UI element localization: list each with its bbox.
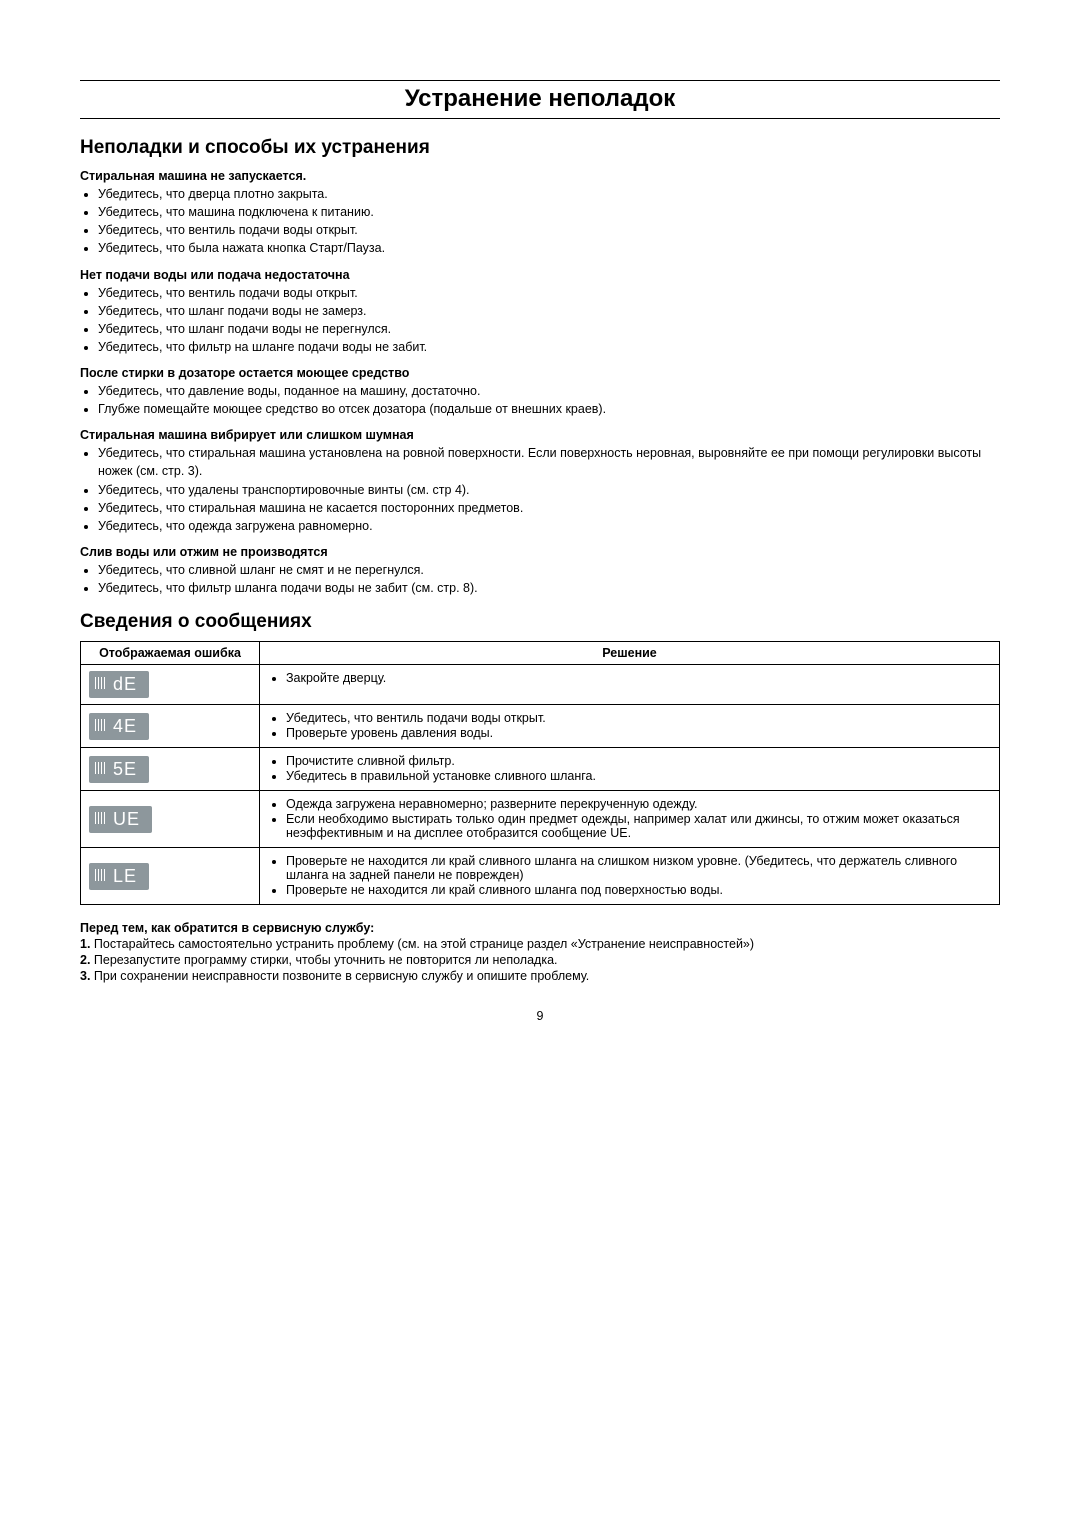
section-heading-troubleshoot: Неполадки и способы их устранения [80,137,1000,159]
solution-item: Закройте дверцу. [286,671,991,685]
trouble-item: Убедитесь, что машина подключена к питан… [98,203,1000,221]
col-solution: Решение [260,642,1000,665]
error-code-cell: 5E [81,748,260,791]
trouble-heading: После стирки в дозаторе остается моющее … [80,366,1000,380]
solution-item: Убедитесь, что вентиль подачи воды откры… [286,711,991,725]
trouble-heading: Нет подачи воды или подача недостаточна [80,268,1000,282]
trouble-item: Убедитесь, что вентиль подачи воды откры… [98,284,1000,302]
error-table: Отображаемая ошибка Решение dE Закройте д… [80,641,1000,905]
lcd-display-icon: LE [89,863,149,890]
trouble-item: Убедитесь, что фильтр шланга подачи воды… [98,579,1000,597]
trouble-item: Убедитесь, что вентиль подачи воды откры… [98,221,1000,239]
trouble-items: Убедитесь, что дверца плотно закрыта.Убе… [80,185,1000,258]
error-code-cell: 4E [81,705,260,748]
before-service-heading: Перед тем, как обратится в сервисную слу… [80,921,1000,935]
solution-cell: Одежда загружена неравномерно; развернит… [260,791,1000,848]
trouble-items: Убедитесь, что сливной шланг не смят и н… [80,561,1000,597]
trouble-item: Убедитесь, что дверца плотно закрыта. [98,185,1000,203]
trouble-item: Убедитесь, что была нажата кнопка Старт/… [98,239,1000,257]
error-code-cell: dE [81,665,260,705]
solution-item: Одежда загружена неравномерно; развернит… [286,797,991,811]
trouble-item: Убедитесь, что фильтр на шланге подачи в… [98,338,1000,356]
solution-item: Прочистите сливной фильтр. [286,754,991,768]
service-step: 3. При сохранении неисправности позвонит… [80,969,1000,983]
title-bar: Устранение неполадок [80,80,1000,119]
lcd-display-icon: 5E [89,756,149,783]
trouble-items: Убедитесь, что стиральная машина установ… [80,444,1000,535]
solution-item: Проверьте не находится ли край сливного … [286,883,991,897]
table-row: 4E Убедитесь, что вентиль подачи воды отк… [81,705,1000,748]
table-row: UE Одежда загружена неравномерно; разверн… [81,791,1000,848]
trouble-item: Убедитесь, что давление воды, поданное н… [98,382,1000,400]
service-step: 2. Перезапустите программу стирки, чтобы… [80,953,1000,967]
table-row: LE Проверьте не находится ли край сливног… [81,848,1000,905]
col-error: Отображаемая ошибка [81,642,260,665]
solution-cell: Закройте дверцу. [260,665,1000,705]
table-row: dE Закройте дверцу. [81,665,1000,705]
solution-item: Проверьте не находится ли край сливного … [286,854,991,882]
trouble-heading: Стиральная машина не запускается. [80,169,1000,183]
solution-cell: Прочистите сливной фильтр.Убедитесь в пр… [260,748,1000,791]
trouble-item: Убедитесь, что удалены транспортировочны… [98,481,1000,499]
table-row: 5E Прочистите сливной фильтр.Убедитесь в … [81,748,1000,791]
trouble-items: Убедитесь, что давление воды, поданное н… [80,382,1000,418]
page-title: Устранение неполадок [80,85,1000,113]
trouble-item: Убедитесь, что сливной шланг не смят и н… [98,561,1000,579]
solution-item: Если необходимо выстирать только один пр… [286,812,991,840]
solution-item: Проверьте уровень давления воды. [286,726,991,740]
before-service-block: Перед тем, как обратится в сервисную слу… [80,921,1000,983]
trouble-item: Убедитесь, что шланг подачи воды не заме… [98,302,1000,320]
error-code-cell: LE [81,848,260,905]
page-number: 9 [80,1009,1000,1023]
manual-page: Устранение неполадок Неполадки и способы… [80,80,1000,1023]
trouble-item: Убедитесь, что одежда загружена равномер… [98,517,1000,535]
solution-item: Убедитесь в правильной установке сливног… [286,769,991,783]
error-code-cell: UE [81,791,260,848]
service-step: 1. Постарайтесь самостоятельно устранить… [80,937,1000,951]
trouble-item: Убедитесь, что стиральная машина не каса… [98,499,1000,517]
lcd-display-icon: dE [89,671,149,698]
trouble-item: Убедитесь, что шланг подачи воды не пере… [98,320,1000,338]
trouble-items: Убедитесь, что вентиль подачи воды откры… [80,284,1000,357]
trouble-item: Глубже помещайте моющее средство во отсе… [98,400,1000,418]
solution-cell: Убедитесь, что вентиль подачи воды откры… [260,705,1000,748]
troubleshoot-list: Стиральная машина не запускается. Убедите… [80,169,1000,597]
section-heading-messages: Сведения о сообщениях [80,611,1000,633]
trouble-heading: Слив воды или отжим не производятся [80,545,1000,559]
lcd-display-icon: 4E [89,713,149,740]
trouble-item: Убедитесь, что стиральная машина установ… [98,444,1000,480]
solution-cell: Проверьте не находится ли край сливного … [260,848,1000,905]
lcd-display-icon: UE [89,806,152,833]
trouble-heading: Стиральная машина вибрирует или слишком … [80,428,1000,442]
